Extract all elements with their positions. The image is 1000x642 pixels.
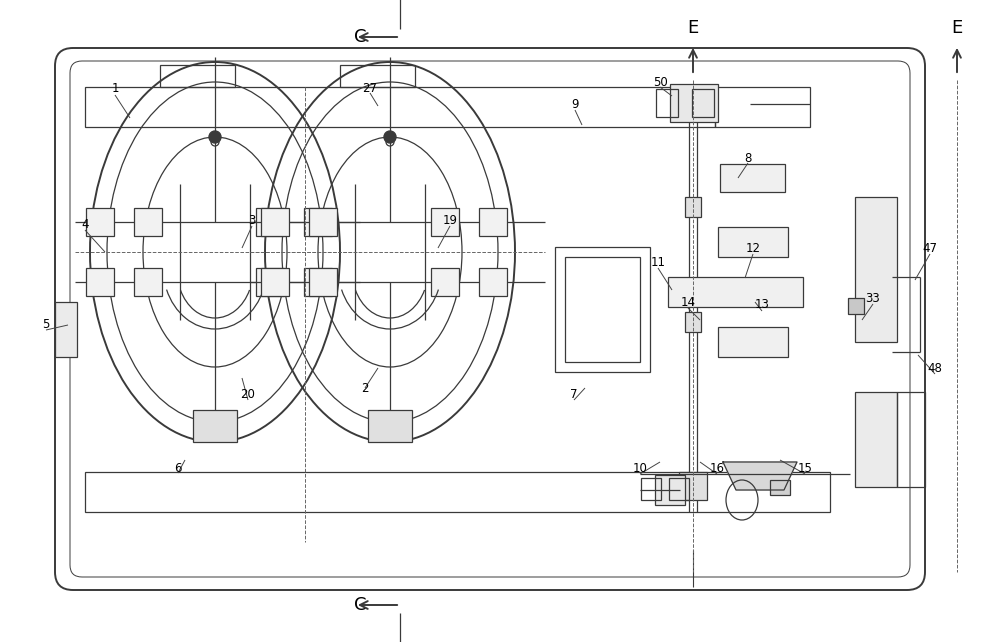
Circle shape [384,131,396,143]
Text: 15: 15 [798,462,812,474]
Bar [656,89,678,117]
Bar [641,478,661,500]
Text: 1: 1 [111,82,119,94]
Bar [555,247,650,372]
Bar [685,312,701,332]
Text: 4: 4 [81,218,89,232]
Text: 7: 7 [570,388,578,401]
Text: 6: 6 [174,462,182,474]
Bar [897,392,925,487]
Bar [479,268,507,296]
Bar [669,478,689,500]
Ellipse shape [386,138,394,146]
Bar [340,65,415,87]
Ellipse shape [211,138,219,146]
Bar [670,84,718,122]
Bar [685,197,701,217]
Bar [193,410,237,442]
Bar [160,65,235,87]
Text: C: C [354,28,366,46]
Text: 3: 3 [248,214,256,227]
Text: 50: 50 [653,76,667,89]
Circle shape [209,131,221,143]
Text: 11: 11 [650,256,666,268]
Bar [668,277,803,307]
Bar [309,208,337,236]
Bar [855,392,897,487]
Text: 14: 14 [680,295,696,309]
Bar [261,268,289,296]
Bar [85,472,830,512]
Bar [309,268,337,296]
Text: 20: 20 [241,388,255,401]
Text: 9: 9 [571,98,579,112]
Bar [134,208,162,236]
Bar [848,298,864,314]
Bar [718,227,788,257]
Bar [718,327,788,357]
Bar [770,480,790,495]
Text: 47: 47 [922,241,938,254]
Text: 12: 12 [746,241,761,254]
Text: C: C [354,596,366,614]
Text: E: E [951,19,963,37]
Bar [855,197,897,342]
Bar [431,268,459,296]
Bar [479,208,507,236]
Text: 16: 16 [710,462,724,474]
Text: 5: 5 [42,318,50,331]
Bar [431,208,459,236]
Bar [679,472,707,500]
Bar [720,164,785,192]
Text: 33: 33 [866,291,880,304]
Bar [86,268,114,296]
Text: 19: 19 [442,214,458,227]
Bar [256,268,284,296]
Text: E: E [687,19,699,37]
Bar [655,475,685,505]
Bar [368,410,412,442]
Bar [55,302,77,357]
Text: 8: 8 [744,152,752,164]
Text: 27: 27 [362,82,378,94]
Bar [256,208,284,236]
Bar [692,89,714,117]
Polygon shape [723,462,797,490]
Text: 48: 48 [928,361,942,374]
Bar [304,208,332,236]
Bar [304,268,332,296]
Text: 2: 2 [361,381,369,394]
Bar [715,87,810,127]
Bar [134,268,162,296]
Bar [261,208,289,236]
Bar [85,87,715,127]
Bar [565,257,640,362]
Bar [86,208,114,236]
Text: 13: 13 [755,299,769,311]
Text: 10: 10 [633,462,647,474]
